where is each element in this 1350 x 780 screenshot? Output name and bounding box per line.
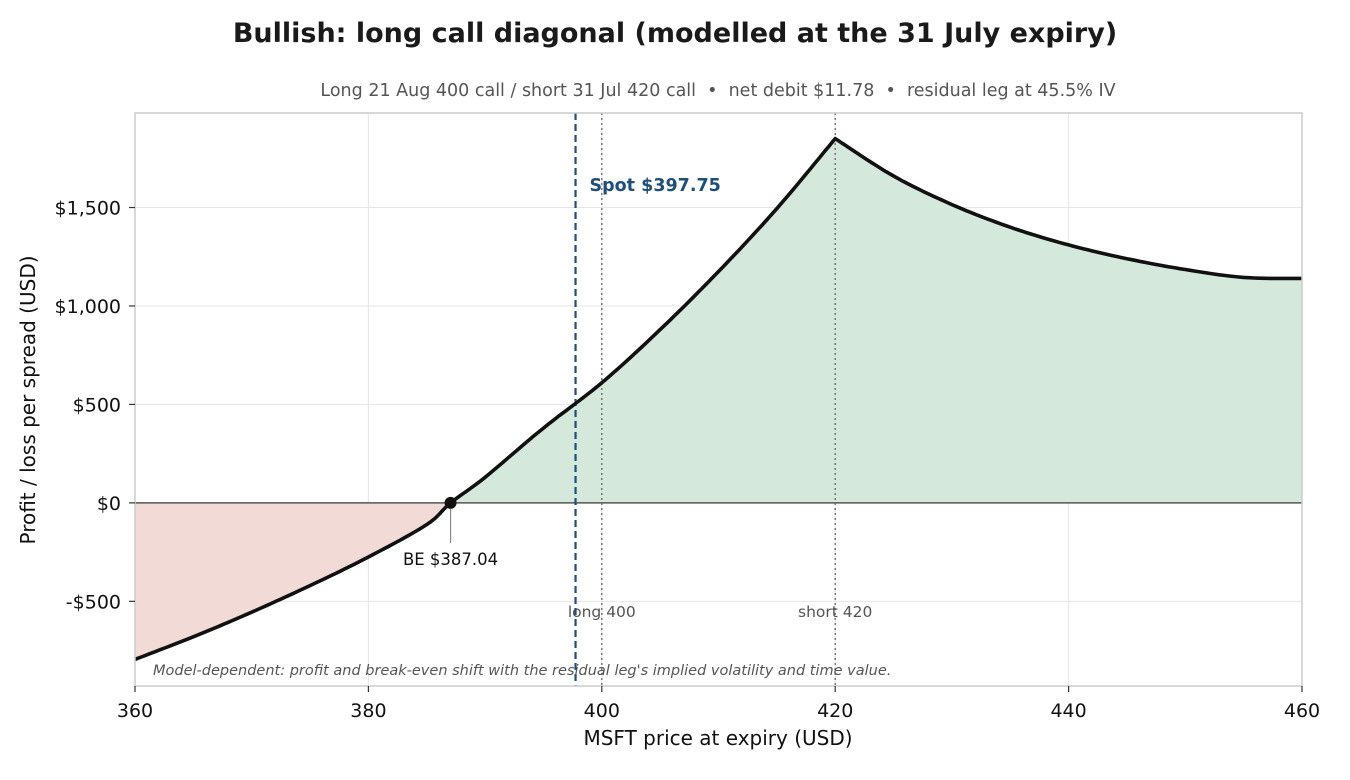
strike-label: short 420 — [798, 603, 872, 621]
chart-title: Bullish: long call diagonal (modelled at… — [233, 18, 1117, 49]
ticks: 360 380 400 420 440 460 -$500 $0 $500 $1,000 $1,50… — [55, 198, 1321, 722]
x-tick-label: 420 — [817, 700, 853, 722]
chart-subtitle: Long 21 Aug 400 call / short 31 Jul 420 … — [320, 81, 1115, 101]
loss-area — [135, 502, 451, 660]
x-tick-label: 460 — [1284, 700, 1320, 722]
payoff-series — [134, 136, 1302, 662]
markers: BE $387.04 — [403, 496, 498, 569]
profit-area — [450, 138, 1303, 503]
breakeven-point — [444, 496, 457, 509]
x-tick-label: 400 — [584, 700, 620, 722]
strike-label: long 400 — [568, 603, 636, 621]
plot-frame — [134, 112, 1303, 687]
breakeven-label: BE $387.04 — [403, 550, 498, 569]
spot-label: Spot $397.75 — [590, 176, 721, 196]
payoff-line — [134, 136, 1302, 662]
y-tick-label: $1,000 — [55, 296, 121, 318]
x-tick-label: 440 — [1050, 700, 1086, 722]
y-tick-label: $0 — [97, 493, 121, 515]
y-tick-label: $500 — [73, 394, 121, 416]
x-axis-label: MSFT price at expiry (USD) — [583, 726, 852, 750]
x-tick-label: 380 — [350, 700, 386, 722]
area-fills — [135, 138, 1303, 660]
reference-lines: long 400 short 420 Spot $397.75 — [135, 113, 1302, 686]
y-tick-label: -$500 — [66, 591, 121, 613]
y-axis-label: Profit / loss per spread (USD) — [16, 255, 40, 544]
model-note: Model-dependent: profit and break-even s… — [153, 663, 891, 679]
x-tick-label: 360 — [117, 700, 153, 722]
y-tick-label: $1,500 — [55, 198, 121, 220]
